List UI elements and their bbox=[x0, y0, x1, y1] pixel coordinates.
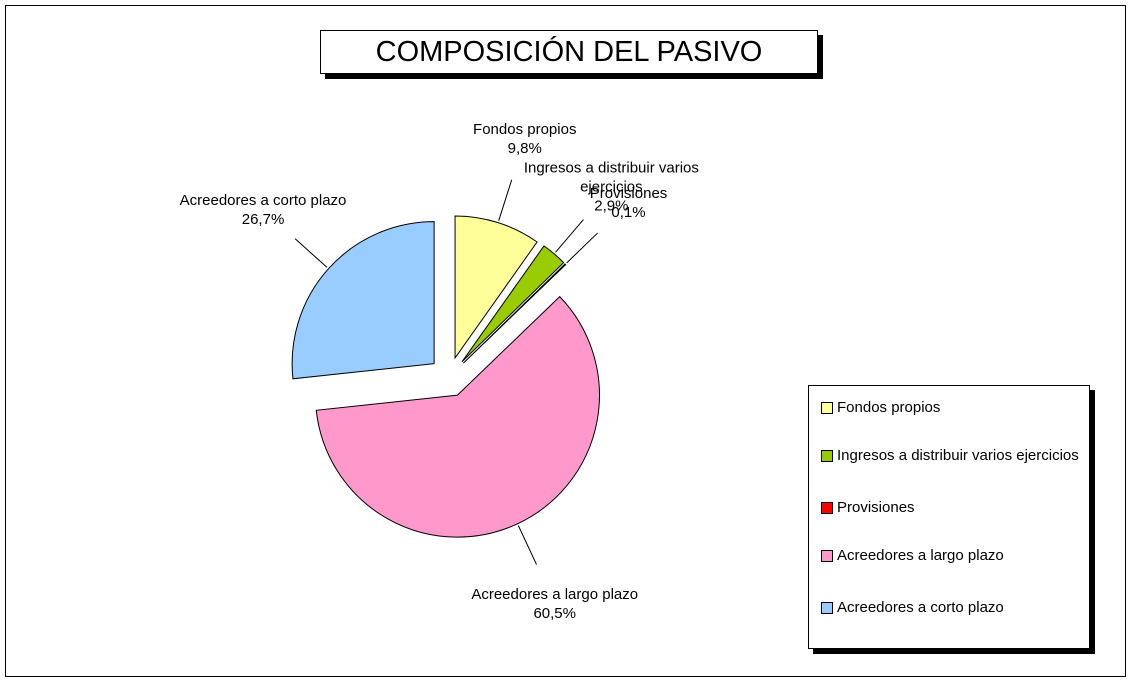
slice-label: Acreedores a largo plazo 60,5% bbox=[460, 585, 650, 623]
slice-category: Fondos propios bbox=[473, 120, 577, 138]
legend-entry: Acreedores a largo plazo bbox=[821, 546, 1097, 565]
slice-value: 26,7% bbox=[241, 210, 285, 228]
slice-label: Provisiones 0,1% bbox=[534, 184, 724, 222]
frame bbox=[5, 5, 1126, 677]
pie-slice bbox=[461, 245, 565, 363]
pie-slice bbox=[454, 215, 538, 360]
legend-label: Fondos propios bbox=[837, 399, 941, 416]
pie-slice bbox=[291, 221, 435, 380]
leader-line bbox=[498, 179, 513, 221]
legend-label: Acreedores a largo plazo bbox=[837, 547, 1004, 564]
leader-line bbox=[555, 219, 584, 253]
legend-entry: Ingresos a distribuir varios ejercicios bbox=[821, 446, 1097, 465]
leader-line bbox=[294, 238, 328, 268]
leader-line bbox=[517, 525, 538, 565]
legend: Fondos propios Ingresos a distribuir vari… bbox=[808, 385, 1090, 649]
pie-slice bbox=[315, 295, 600, 538]
legend-swatch bbox=[821, 502, 833, 514]
legend-swatch bbox=[821, 602, 833, 614]
slice-category: Ingresos a distribuir varios ejercicios bbox=[523, 159, 699, 196]
slice-label: Fondos propios 9,8% bbox=[430, 120, 620, 158]
legend-label: Acreedores a corto plazo bbox=[837, 599, 1004, 616]
legend-entry: Fondos propios bbox=[821, 398, 1097, 417]
slice-category: Acreedores a largo plazo bbox=[471, 585, 639, 603]
slice-category: Acreedores a corto plazo bbox=[179, 191, 347, 209]
pie-slice bbox=[463, 263, 567, 364]
slice-label: Acreedores a corto plazo 26,7% bbox=[168, 191, 358, 229]
legend-entry: Acreedores a corto plazo bbox=[821, 598, 1097, 617]
slice-category: Provisiones bbox=[589, 185, 668, 203]
slice-value: 2,9% bbox=[594, 197, 629, 215]
legend-entry: Provisiones bbox=[821, 498, 1097, 517]
chart-title: COMPOSICIÓN DEL PASIVO bbox=[320, 30, 818, 74]
slice-label: Ingresos a distribuir varios ejercicios 2… bbox=[516, 158, 706, 215]
legend-label: Ingresos a distribuir varios ejercicios bbox=[837, 447, 1079, 464]
leader-line bbox=[566, 232, 599, 264]
legend-label: Provisiones bbox=[837, 499, 915, 516]
slice-value: 60,5% bbox=[533, 604, 576, 622]
legend-swatch bbox=[821, 450, 833, 462]
slice-value: 9,8% bbox=[507, 139, 542, 157]
legend-swatch bbox=[821, 402, 833, 414]
slice-value: 0,1% bbox=[611, 204, 646, 222]
legend-swatch bbox=[821, 550, 833, 562]
